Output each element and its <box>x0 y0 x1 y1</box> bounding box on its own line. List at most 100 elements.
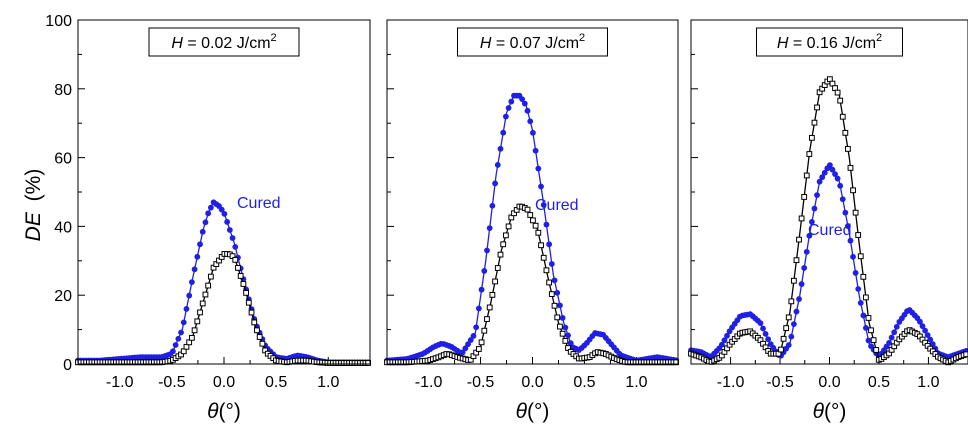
data-point-cured <box>803 248 810 255</box>
data-point-cured <box>821 169 828 176</box>
x-tick-label: 0.5 <box>868 374 890 391</box>
data-point-cured <box>540 202 547 208</box>
data-point-uncured <box>235 264 241 271</box>
data-point-cured <box>718 341 725 348</box>
data-point-cured <box>530 129 536 136</box>
data-point-cured <box>917 318 923 325</box>
data-point-uncured <box>837 97 844 104</box>
data-point-cured <box>497 145 504 152</box>
data-point-cured <box>207 204 214 211</box>
data-point-cured <box>543 221 550 228</box>
data-point-cured <box>492 180 498 187</box>
data-point-cured <box>850 253 856 260</box>
cured-annotation: Cured <box>535 197 579 214</box>
data-point-uncured <box>256 334 263 340</box>
data-point-cured <box>505 105 512 111</box>
data-point-cured <box>814 192 820 198</box>
panel-title: H = 0.16 J/cm2 <box>777 32 882 52</box>
y-tick-label: 100 <box>45 13 72 30</box>
chart-panel-2: -1.0 -0.5 0.0 0.5 1.0 H = 0.07 J/cm2 Cured θ(°) <box>384 19 680 423</box>
data-point-cured <box>834 175 841 182</box>
data-point-uncured <box>524 206 531 213</box>
data-point-uncured <box>783 325 790 331</box>
data-point-cured <box>829 166 836 173</box>
x-tick-label: 0.5 <box>573 374 595 391</box>
data-point-cured <box>760 325 766 332</box>
data-point-cured <box>886 340 892 346</box>
data-point-uncured <box>365 360 372 366</box>
data-point-cured <box>170 348 176 355</box>
x-tick-label: 0.0 <box>213 374 235 391</box>
data-point-uncured <box>863 294 869 301</box>
data-point-uncured <box>796 236 802 243</box>
title-exponent: 2 <box>876 32 882 44</box>
data-point-cured <box>793 308 800 315</box>
data-point-uncured <box>870 337 877 344</box>
x-tick-label: -1.0 <box>415 374 443 391</box>
data-point-cured <box>178 329 184 336</box>
data-point-uncured <box>254 327 260 334</box>
data-point-cured <box>567 340 574 347</box>
data-point-uncured <box>801 194 808 200</box>
data-point-cured <box>229 235 236 241</box>
data-point-cured <box>788 333 795 340</box>
data-point-cured <box>796 296 802 302</box>
x-axis-label: θ(°) <box>813 400 847 423</box>
data-point-cured <box>481 268 488 274</box>
data-point-uncured <box>557 323 563 330</box>
data-point-uncured <box>240 281 247 287</box>
data-point-uncured <box>475 346 482 352</box>
title-box <box>457 27 608 57</box>
data-point-cured <box>467 337 474 343</box>
title-value: = 0.07 J/cm <box>491 35 579 52</box>
cured-annotation: Cured <box>808 222 852 239</box>
data-point-cured <box>478 286 485 293</box>
title-exponent: 2 <box>271 32 277 44</box>
data-point-cured <box>508 98 515 105</box>
data-point-cured <box>180 319 187 326</box>
x-axis-label-unit: (°) <box>527 400 549 423</box>
data-point-cured <box>538 183 544 190</box>
data-point-uncured <box>811 119 818 126</box>
data-point-uncured <box>497 251 504 258</box>
data-point-cured <box>183 306 190 312</box>
data-point-cured <box>790 321 797 327</box>
data-point-uncured <box>194 318 201 325</box>
data-point-uncured <box>793 257 800 264</box>
data-point-cured <box>929 341 936 347</box>
x-tick-label: -1.0 <box>717 374 745 391</box>
data-point-uncured <box>243 289 250 296</box>
data-point-cured <box>801 265 808 271</box>
data-point-cured <box>721 337 728 344</box>
y-axis-label-symbol: DE <box>22 211 45 241</box>
data-point-cured <box>172 342 179 348</box>
data-point-cured <box>535 165 542 172</box>
data-point-uncured <box>188 334 195 341</box>
data-point-cured <box>524 107 531 114</box>
data-point-uncured <box>845 146 851 152</box>
data-point-uncured <box>803 172 810 179</box>
data-point-uncured <box>857 253 864 260</box>
data-point-cured <box>186 292 193 299</box>
data-point-cured <box>226 227 233 233</box>
x-tick-label: 1.0 <box>625 374 647 391</box>
data-point-uncured <box>562 337 569 344</box>
data-point-uncured <box>500 241 507 248</box>
data-point-cured <box>808 219 815 225</box>
data-point-cured <box>486 225 493 232</box>
data-point-cured <box>557 302 563 309</box>
data-point-cured <box>724 332 730 339</box>
data-point-uncured <box>540 254 547 261</box>
data-point-cured <box>924 332 931 339</box>
plot-frame <box>77 19 371 365</box>
data-point-cured <box>852 270 859 276</box>
data-point-cured <box>842 209 849 216</box>
data-point-cured <box>188 279 195 286</box>
data-point-cured <box>527 118 534 125</box>
data-point-cured <box>559 315 566 321</box>
data-point-cured <box>484 247 490 254</box>
data-point-cured <box>500 129 507 136</box>
data-point-uncured <box>532 222 539 229</box>
data-point-cured <box>475 305 482 312</box>
series-line-uncured <box>690 77 968 364</box>
